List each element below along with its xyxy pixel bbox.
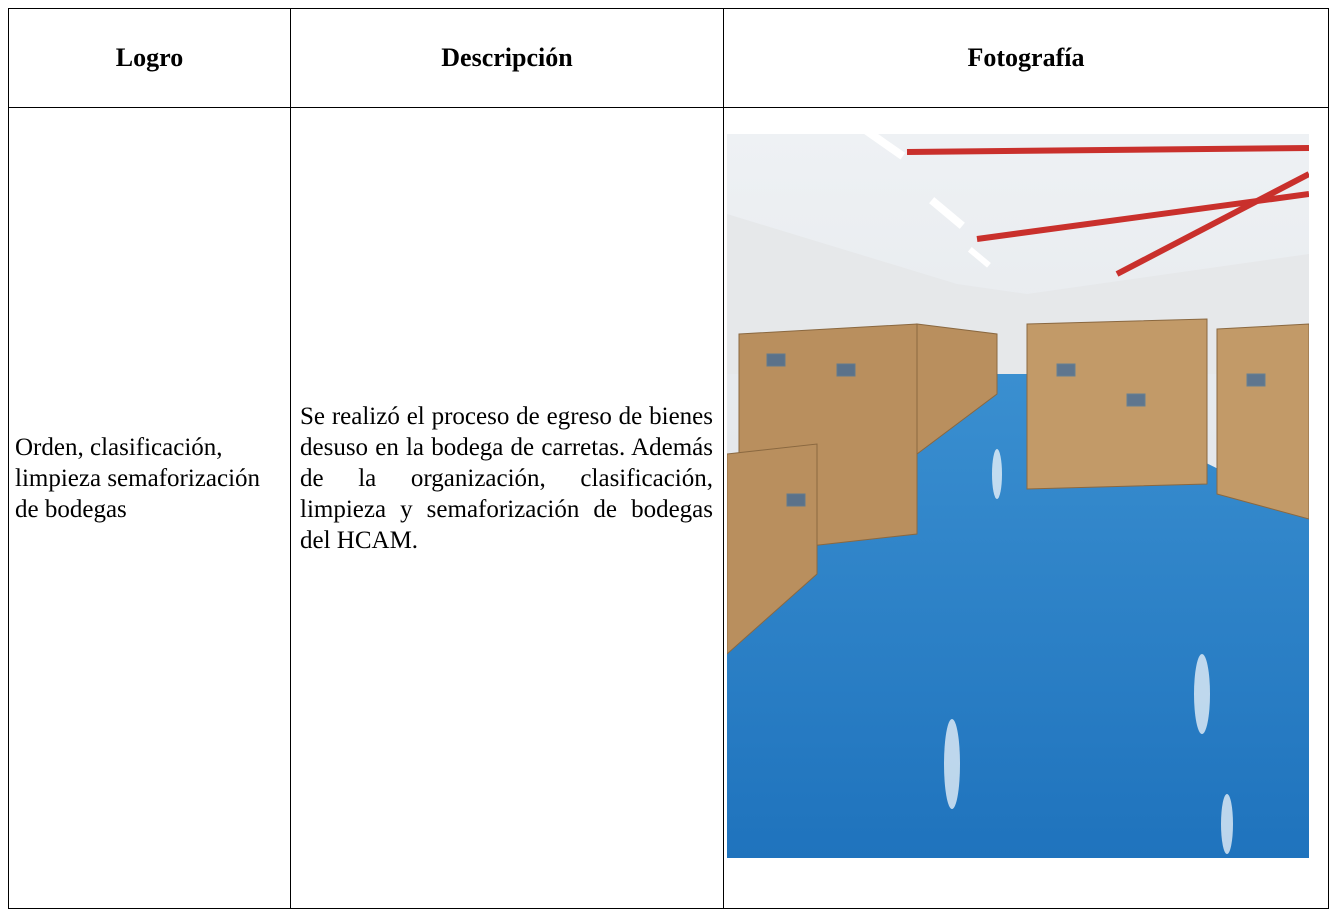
header-cell: Descripción: [290, 8, 724, 108]
reflections: [944, 449, 1233, 854]
box-labels: [766, 353, 1266, 507]
cell-text: Se realizó el proceso de egreso de biene…: [300, 402, 713, 554]
cell: Se realizó el proceso de egreso de biene…: [290, 107, 724, 909]
boxes-left: [727, 323, 998, 655]
cell: Orden, clasificación, limpieza semaforiz…: [8, 107, 291, 909]
lights: [863, 134, 991, 268]
pipes: [906, 145, 1309, 277]
header-cell: Fotografía: [723, 8, 1329, 108]
header-row: Logro Descripción Fotografía: [8, 8, 1329, 108]
boxes-right: [1026, 318, 1309, 520]
warehouse-photo: [727, 134, 1309, 858]
cell-text: Orden, clasificación, limpieza semaforiz…: [15, 433, 261, 523]
header-cell: Logro: [8, 8, 291, 108]
